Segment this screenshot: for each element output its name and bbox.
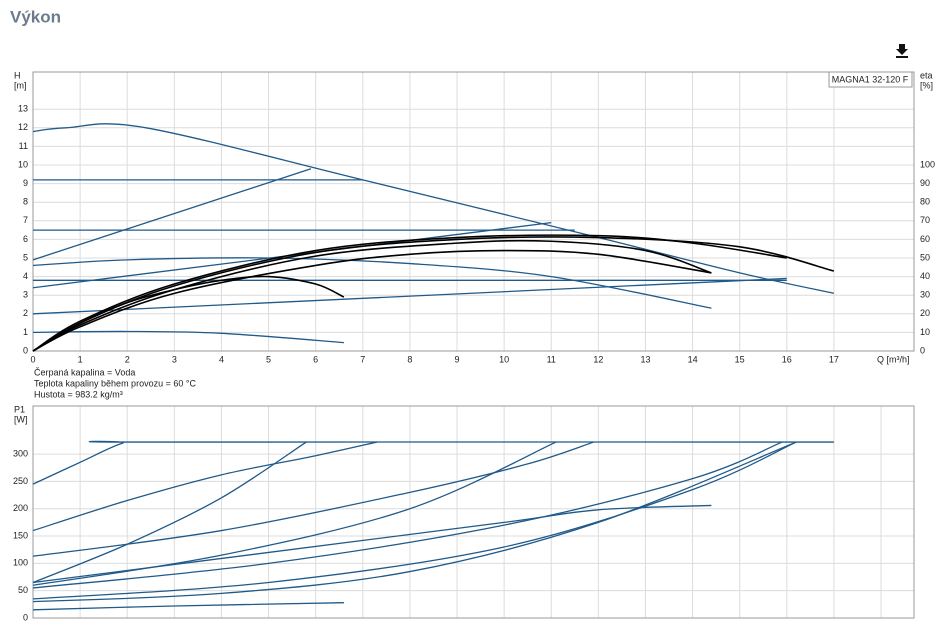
x-tick-label: 1: [78, 354, 83, 364]
y-axis-label: P1: [14, 404, 25, 414]
chart: 0 50 100 150 200 250 300 P1[W]: [13, 404, 915, 622]
y2-tick-label: 20: [920, 308, 930, 318]
curve: [32, 441, 557, 586]
x-tick-label: 3: [172, 354, 177, 364]
x-tick-label: 8: [407, 354, 412, 364]
y-tick-label: 3: [23, 290, 28, 300]
page-title: Výkon: [10, 7, 61, 26]
x-tick-label: 9: [455, 354, 460, 364]
curve: [32, 441, 797, 603]
x-tick-label: 17: [829, 354, 839, 364]
y2-tick-label: 10: [920, 327, 930, 337]
x-tick-label: 6: [313, 354, 318, 364]
annotation-box: [828, 71, 913, 88]
x-tick-label: 16: [782, 354, 792, 364]
curve: [32, 257, 712, 309]
y2-tick-label: 70: [920, 215, 930, 225]
curve: [32, 123, 835, 294]
x-tick-label: 12: [593, 354, 603, 364]
y-tick-label: 1: [23, 327, 28, 337]
x-tick-label: 11: [547, 354, 556, 364]
y-axis-label: [m]: [14, 80, 27, 90]
curve: [32, 236, 835, 352]
y2-tick-label: 100: [920, 159, 935, 169]
y-tick-label: 300: [13, 448, 28, 458]
note: Čerpaná kapalina = Voda: [34, 367, 135, 377]
y-tick-label: 7: [23, 215, 28, 225]
curve: [32, 441, 307, 584]
y-tick-label: 250: [13, 476, 28, 486]
x-axis-label: Q [m³/h]: [877, 354, 910, 364]
y2-tick-label: 30: [920, 290, 930, 300]
curve: [32, 277, 787, 315]
y2-tick-label: 40: [920, 271, 930, 281]
curve: [32, 441, 797, 600]
curve: [32, 239, 712, 352]
x-tick-label: 14: [688, 354, 698, 364]
y-tick-label: 0: [23, 612, 28, 622]
y-tick-label: 100: [13, 558, 28, 568]
curve: [32, 168, 312, 261]
y-tick-label: 10: [18, 159, 28, 169]
y2-tick-label: 90: [920, 178, 930, 188]
y2-tick-label: 80: [920, 197, 930, 207]
y-tick-label: 8: [23, 197, 28, 207]
y2-tick-label: 0: [920, 345, 925, 355]
y-tick-label: 6: [23, 234, 28, 244]
curve: [32, 441, 594, 557]
curve: [32, 441, 783, 589]
x-tick-label: 10: [499, 354, 509, 364]
x-tick-label: 4: [219, 354, 224, 364]
y-tick-label: 50: [18, 585, 28, 595]
y2-axis-label: [%]: [920, 80, 933, 90]
y-tick-label: 150: [13, 530, 28, 540]
curve: [32, 249, 712, 352]
x-tick-label: 5: [266, 354, 271, 364]
y-tick-label: 13: [18, 104, 28, 114]
download-icon[interactable]: [896, 44, 908, 58]
chart: 0 1 2 3 4 5 6 7 8 9 10 11 12 13 14 15 16 1701234567891011…: [14, 70, 935, 399]
curve: [32, 330, 344, 344]
x-tick-label: 13: [640, 354, 650, 364]
y-axis-label: [W]: [14, 414, 28, 424]
y-tick-label: 0: [23, 345, 28, 355]
note: Teplota kapaliny během provozu = 60 °C: [34, 378, 196, 388]
y-tick-label: 9: [23, 178, 28, 188]
curve: [32, 504, 712, 584]
curve: [32, 441, 378, 532]
plot-frame: [32, 405, 915, 619]
x-tick-label: 0: [30, 354, 35, 364]
y-tick-label: 12: [18, 122, 28, 132]
curve: [32, 234, 787, 352]
y-tick-label: 2: [23, 308, 28, 318]
y-tick-label: 4: [23, 271, 28, 281]
y-tick-label: 200: [13, 503, 28, 513]
y2-axis-label: eta: [920, 70, 933, 80]
plot-frame: [32, 71, 915, 352]
note: Hustota = 983.2 kg/m³: [34, 389, 123, 399]
curve: [32, 440, 834, 485]
y2-tick-label: 50: [920, 252, 930, 262]
y2-tick-label: 60: [920, 234, 930, 244]
y-axis-label: H: [14, 70, 21, 80]
curve: [32, 602, 344, 611]
x-tick-label: 7: [360, 354, 365, 364]
annotation: MAGNA1 32-120 F: [832, 74, 909, 84]
x-tick-label: 2: [125, 354, 130, 364]
y-tick-label: 11: [19, 141, 28, 151]
y-tick-label: 5: [23, 252, 28, 262]
x-tick-label: 15: [735, 354, 745, 364]
